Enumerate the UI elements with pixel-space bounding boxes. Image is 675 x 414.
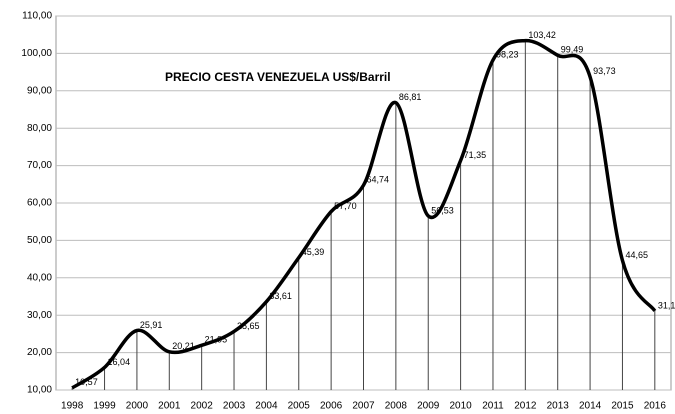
x-tick-label: 2010 <box>449 401 472 412</box>
x-tick-label: 2005 <box>288 401 311 412</box>
data-label: 98,23 <box>496 49 519 59</box>
chart-title: PRECIO CESTA VENEZUELA US$/Barril <box>165 70 391 84</box>
y-tick-label: 80,00 <box>27 123 52 134</box>
x-tick-label: 2009 <box>417 401 440 412</box>
data-label: 16,04 <box>108 357 131 367</box>
data-label: 71,35 <box>464 150 487 160</box>
y-tick-label: 10,00 <box>27 385 52 396</box>
x-tick-label: 2011 <box>482 401 504 412</box>
x-tick-label: 2012 <box>514 401 537 412</box>
x-tick-label: 2006 <box>320 401 343 412</box>
y-tick-label: 100,00 <box>21 48 52 59</box>
x-tick-label: 2004 <box>255 401 278 412</box>
data-label: 20,21 <box>172 341 195 351</box>
series-line <box>71 38 657 390</box>
data-label: 10,57 <box>75 377 98 387</box>
x-tick-label: 2014 <box>579 401 602 412</box>
data-label: 33,61 <box>269 291 292 301</box>
data-label: 86,81 <box>399 92 422 102</box>
y-tick-label: 50,00 <box>27 235 52 246</box>
data-label: 103,42 <box>528 30 556 40</box>
data-label: 31,15 <box>658 300 675 310</box>
data-label: 64,74 <box>367 175 390 185</box>
data-label: 57,70 <box>334 201 357 211</box>
data-label: 25,65 <box>237 321 260 331</box>
data-label: 21,95 <box>205 335 228 345</box>
x-tick-label: 2007 <box>352 401 375 412</box>
data-label: 45,39 <box>302 247 325 257</box>
y-tick-label: 70,00 <box>27 160 52 171</box>
y-tick-label: 60,00 <box>27 198 52 209</box>
y-tick-label: 110,00 <box>22 11 52 22</box>
x-tick-label: 2015 <box>611 401 634 412</box>
data-label: 99,49 <box>561 45 584 55</box>
x-tick-label: 2000 <box>126 401 149 412</box>
x-tick-label: 2001 <box>158 401 181 412</box>
data-label: 25,91 <box>140 320 163 330</box>
x-tick-label: 2013 <box>547 401 570 412</box>
x-tick-label: 2008 <box>385 401 408 412</box>
data-label: 44,65 <box>625 250 648 260</box>
y-tick-label: 40,00 <box>27 272 52 283</box>
x-tick-label: 2016 <box>644 401 667 412</box>
x-tick-label: 1998 <box>61 401 84 412</box>
data-label: 93,73 <box>593 66 616 76</box>
data-label: 56,53 <box>431 205 454 215</box>
x-tick-label: 1999 <box>93 401 116 412</box>
y-tick-label: 20,00 <box>27 347 52 358</box>
y-tick-label: 90,00 <box>27 85 52 96</box>
x-tick-label: 2003 <box>223 401 246 412</box>
y-tick-label: 30,00 <box>27 310 52 321</box>
x-tick-label: 2002 <box>191 401 214 412</box>
